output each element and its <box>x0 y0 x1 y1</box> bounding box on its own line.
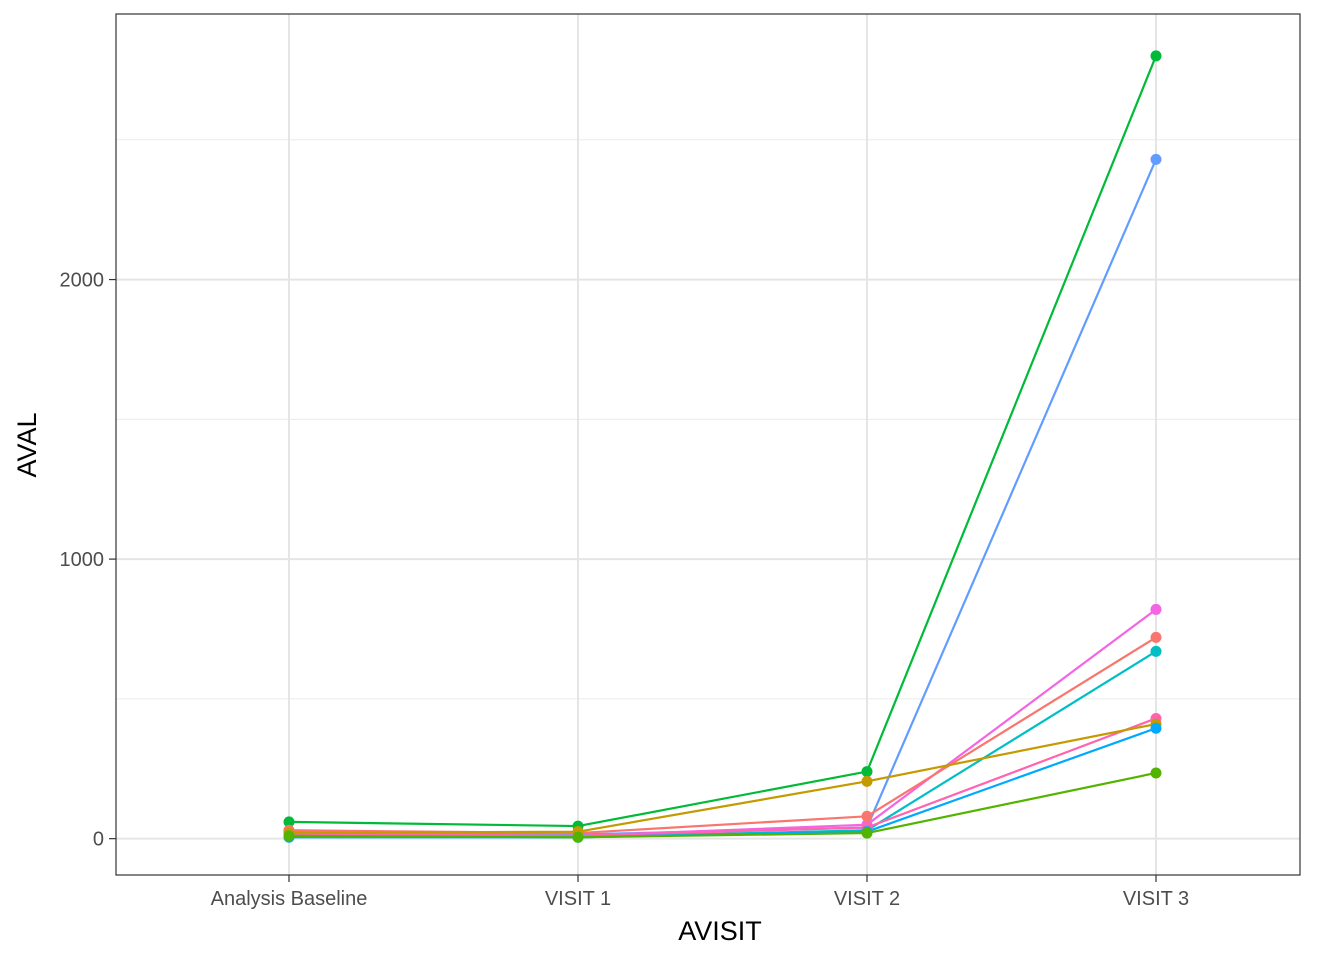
y-axis-title: AVAL <box>12 412 42 477</box>
series-line-7 <box>288 722 1157 835</box>
x-tick-label: VISIT 2 <box>834 888 900 910</box>
x-tick-label: VISIT 3 <box>1123 888 1189 910</box>
minor-gridlines <box>116 139 1300 700</box>
data-point-series-9 <box>861 827 873 839</box>
y-tick-label: 1000 <box>60 549 105 571</box>
y-tick-label: 2000 <box>60 270 105 292</box>
series-points <box>283 50 1162 843</box>
x-tick-label: VISIT 1 <box>545 888 611 910</box>
data-point-series-5 <box>1150 645 1162 657</box>
data-point-series-9 <box>1150 767 1162 779</box>
series-line-6 <box>288 717 1157 837</box>
data-point-series-9 <box>572 831 584 843</box>
data-point-series-1 <box>283 816 295 828</box>
y-tick-label: 0 <box>93 829 104 851</box>
series-lines <box>288 55 1158 839</box>
data-point-series-2 <box>1150 153 1162 165</box>
data-point-series-7 <box>861 775 873 787</box>
x-axis: Analysis Baseline VISIT 1 VISIT 2 VISIT 3 <box>211 875 1189 910</box>
data-point-series-1 <box>1150 50 1162 62</box>
panel-background <box>116 14 1300 875</box>
x-axis-title: AVISIT <box>678 916 762 946</box>
data-point-series-4 <box>1150 631 1162 643</box>
series-line-9 <box>288 771 1157 839</box>
data-point-series-8 <box>1150 722 1162 734</box>
data-point-series-3 <box>1150 603 1162 615</box>
x-tick-label: Analysis Baseline <box>211 888 368 910</box>
data-point-series-4 <box>861 810 873 822</box>
series-line-1 <box>288 55 1158 828</box>
panel-border <box>115 13 1301 876</box>
y-axis: 0 1000 2000 <box>60 270 116 851</box>
data-point-series-1 <box>861 766 873 778</box>
data-point-series-9 <box>283 830 295 842</box>
